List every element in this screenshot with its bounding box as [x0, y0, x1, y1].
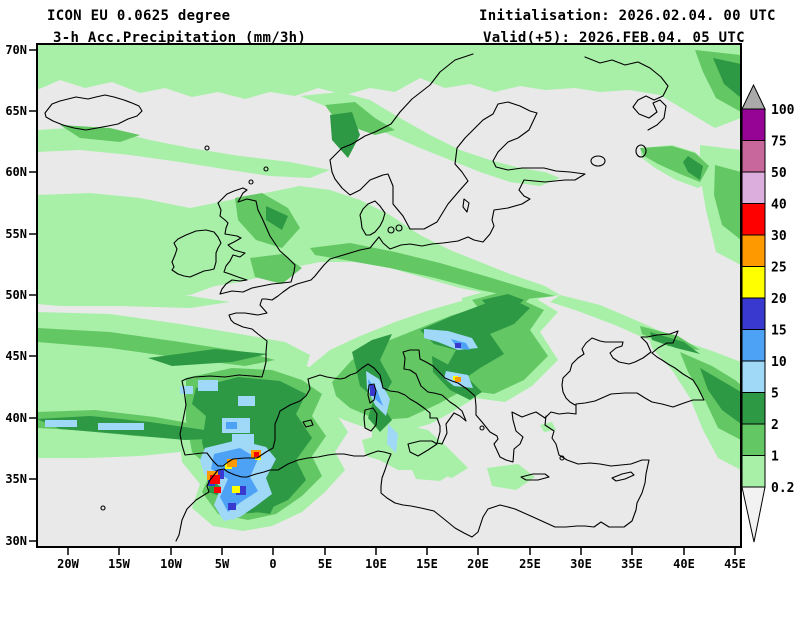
island-corfu [479, 425, 485, 431]
legend-swatch [741, 360, 766, 393]
legend-swatch [741, 297, 766, 330]
island-shetland [263, 166, 269, 172]
coastline-ireland [171, 229, 222, 278]
legend-label: 5 [771, 387, 779, 402]
lon-tick-label: 20W [57, 557, 79, 571]
lon-tick-label: 0 [269, 557, 276, 571]
island-gotland [462, 198, 470, 213]
lat-tick-label: 30N [5, 534, 27, 548]
model-title: ICON EU 0.0625 degree [47, 8, 230, 24]
lat-tick-label: 55N [5, 227, 27, 241]
island-crete [520, 473, 550, 481]
lat-tick-label: 65N [5, 104, 27, 118]
legend-swatch [741, 203, 766, 236]
legend-swatch [741, 455, 766, 488]
island-zealand [387, 226, 395, 234]
legend-swatch [741, 329, 766, 362]
coastline-great-britain [217, 187, 296, 295]
legend-swatch [741, 266, 766, 299]
lon-tick-label: 20E [467, 557, 489, 571]
coastline-iceland [44, 94, 143, 131]
legend-over-max-triangle [741, 83, 766, 110]
lon-tick-label: 40E [673, 557, 695, 571]
lake-ladoga [590, 155, 606, 167]
legend-label: 1 [771, 450, 779, 465]
legend-label: 15 [771, 324, 787, 339]
legend-label: 50 [771, 166, 787, 181]
island-funen [395, 224, 403, 232]
coastlines [44, 53, 705, 542]
island-sicily [407, 440, 438, 457]
legend-swatch [741, 108, 766, 141]
lon-tick-label: 10E [365, 557, 387, 571]
lon-tick-label: 30E [570, 557, 592, 571]
legend-label: 10 [771, 355, 787, 370]
island-corsica [367, 383, 377, 404]
legend-label: 0.2 [771, 481, 794, 496]
lat-tick-label: 60N [5, 165, 27, 179]
legend-label: 30 [771, 229, 787, 244]
legend-label: 40 [771, 198, 787, 213]
lon-tick-label: 5W [215, 557, 230, 571]
legend-swatch [741, 392, 766, 425]
legend-swatch [741, 234, 766, 267]
lon-tick-label: 45E [724, 557, 746, 571]
legend-swatch [741, 140, 766, 173]
island-sardinia [363, 407, 378, 432]
island-madeira [100, 505, 106, 511]
coastline-denmark [359, 200, 386, 236]
legend-swatch [741, 423, 766, 456]
island-orkney [248, 179, 254, 185]
legend-label: 2 [771, 418, 779, 433]
precipitation-field [37, 44, 741, 531]
parameter-title: 3-h Acc.Precipitation (mm/3h) [53, 30, 306, 46]
lat-tick-label: 35N [5, 472, 27, 486]
init-time-label: Initialisation: 2026.02.04. 00 UTC [479, 8, 776, 24]
precipitation-legend: 100 75 50 40 30 25 20 15 10 5 2 1 0.2 [741, 83, 795, 543]
legend-label: 25 [771, 261, 787, 276]
legend-label: 75 [771, 135, 787, 150]
coastline-scandinavia-europe [179, 53, 705, 467]
lat-tick-label: 45N [5, 349, 27, 363]
lat-tick-label: 70N [5, 43, 27, 57]
map-header: ICON EU 0.0625 degree 3-h Acc.Precipitat… [47, 8, 776, 46]
lon-tick-label: 10W [160, 557, 182, 571]
island-mallorca [302, 419, 314, 428]
valid-time-label: Valid(+5): 2026.FEB.04. 05 UTC [483, 30, 745, 46]
legend-under-min-triangle [741, 486, 766, 543]
lake-onega [635, 144, 647, 158]
latitude-axis: 70N 65N 60N 55N 50N 45N 40N 35N 30N [5, 43, 37, 548]
lon-tick-label: 35E [621, 557, 643, 571]
legend-label: 20 [771, 292, 787, 307]
coastline-africa-levant [175, 415, 650, 542]
lat-tick-label: 50N [5, 288, 27, 302]
lon-tick-label: 15W [108, 557, 130, 571]
legend-label: 100 [771, 103, 795, 118]
coastline-white-sea [584, 56, 669, 131]
lon-tick-label: 15E [416, 557, 438, 571]
island-cyprus [611, 471, 635, 482]
lat-tick-label: 40N [5, 411, 27, 425]
lon-tick-label: 5E [318, 557, 332, 571]
longitude-axis: 20W 15W 10W 5W 0 5E 10E 15E 20E 25E 30E … [57, 547, 746, 571]
island-faroe [204, 145, 210, 151]
legend-swatch [741, 171, 766, 204]
island-rhodes [559, 455, 565, 461]
lon-tick-label: 25E [519, 557, 541, 571]
